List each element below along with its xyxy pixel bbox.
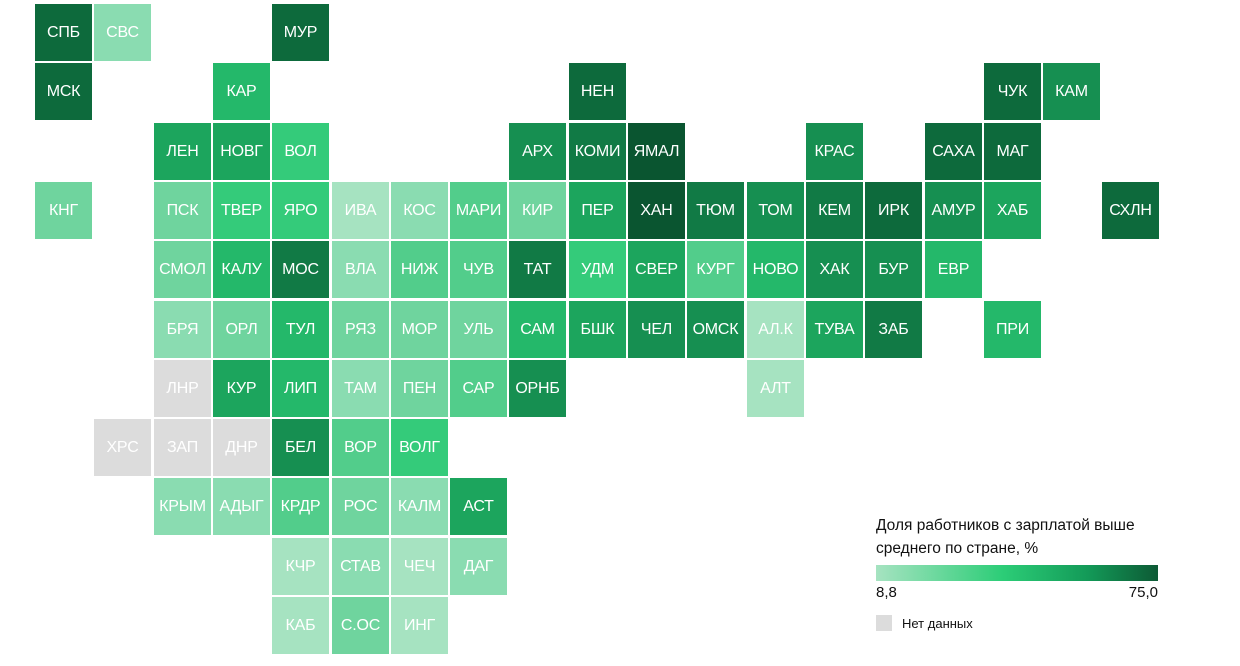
region-tile: КРЫМ xyxy=(154,478,211,535)
region-tile: БШК xyxy=(569,301,626,358)
legend-min-label: 8,8 xyxy=(876,584,897,601)
region-tile: КИР xyxy=(509,182,566,239)
region-tile: ПЕР xyxy=(569,182,626,239)
region-tile: РОС xyxy=(332,478,389,535)
region-tile: СТАВ xyxy=(332,538,389,595)
legend: Доля работников с зарплатой выше среднег… xyxy=(876,514,1176,631)
region-tile: АЛ.К xyxy=(747,301,804,358)
region-tile: ТОМ xyxy=(747,182,804,239)
region-tile: АМУР xyxy=(925,182,982,239)
region-tile: ЗАБ xyxy=(865,301,922,358)
region-tile: КАМ xyxy=(1043,63,1100,120)
region-tile: НОВО xyxy=(747,241,804,298)
region-tile: ТЮМ xyxy=(687,182,744,239)
region-tile: ЯРО xyxy=(272,182,329,239)
region-tile: СПБ xyxy=(35,4,92,61)
legend-nodata: Нет данных xyxy=(876,615,1176,631)
region-tile: КРАС xyxy=(806,123,863,180)
region-tile: ТВЕР xyxy=(213,182,270,239)
region-tile: ДНР xyxy=(213,419,270,476)
region-tile: СХЛН xyxy=(1102,182,1159,239)
region-tile: ПЕН xyxy=(391,360,448,417)
legend-gradient-bar xyxy=(876,565,1158,581)
region-tile: ЯМАЛ xyxy=(628,123,685,180)
region-tile: КУР xyxy=(213,360,270,417)
region-tile: КРДР xyxy=(272,478,329,535)
region-tile: НИЖ xyxy=(391,241,448,298)
region-tile: ПРИ xyxy=(984,301,1041,358)
region-tile: САР xyxy=(450,360,507,417)
region-tile: ЛИП xyxy=(272,360,329,417)
region-tile: ВОЛГ xyxy=(391,419,448,476)
region-tile: КНГ xyxy=(35,182,92,239)
region-tile: БРЯ xyxy=(154,301,211,358)
region-tile: УЛЬ xyxy=(450,301,507,358)
region-tile: АСТ xyxy=(450,478,507,535)
region-tile: КЕМ xyxy=(806,182,863,239)
region-tile: МСК xyxy=(35,63,92,120)
region-tile: ХАК xyxy=(806,241,863,298)
region-tile: МАРИ xyxy=(450,182,507,239)
region-tile: ДАГ xyxy=(450,538,507,595)
region-tile: СВЕР xyxy=(628,241,685,298)
region-tile: ХАН xyxy=(628,182,685,239)
region-tile: КОС xyxy=(391,182,448,239)
region-tile: ВОЛ xyxy=(272,123,329,180)
region-tile: СВС xyxy=(94,4,151,61)
region-tile: АДЫГ xyxy=(213,478,270,535)
region-tile: ИРК xyxy=(865,182,922,239)
region-tile: ЗАП xyxy=(154,419,211,476)
region-tile: ЧУК xyxy=(984,63,1041,120)
region-tile: БУР xyxy=(865,241,922,298)
region-tile: ВОР xyxy=(332,419,389,476)
region-tile: НОВГ xyxy=(213,123,270,180)
region-tile: СМОЛ xyxy=(154,241,211,298)
region-tile: ОРНБ xyxy=(509,360,566,417)
region-tile: БЕЛ xyxy=(272,419,329,476)
region-tile: ПСК xyxy=(154,182,211,239)
region-tile: КАЛУ xyxy=(213,241,270,298)
region-tile: ЧУВ xyxy=(450,241,507,298)
legend-max-label: 75,0 xyxy=(1128,584,1158,601)
region-tile: ОМСК xyxy=(687,301,744,358)
region-tile: НЕН xyxy=(569,63,626,120)
region-tile: ЧЕЧ xyxy=(391,538,448,595)
region-tile: ТАТ xyxy=(509,241,566,298)
region-tile: ТАМ xyxy=(332,360,389,417)
region-tile: МОР xyxy=(391,301,448,358)
region-tile: ЕВР xyxy=(925,241,982,298)
region-tile: САХА xyxy=(925,123,982,180)
region-tile: ЛЕН xyxy=(154,123,211,180)
region-tile: С.ОС xyxy=(332,597,389,654)
region-tile: КУРГ xyxy=(687,241,744,298)
legend-title: Доля работников с зарплатой выше среднег… xyxy=(876,517,1135,557)
region-tile: МУР xyxy=(272,4,329,61)
region-tile: КЧР xyxy=(272,538,329,595)
region-tile: САМ xyxy=(509,301,566,358)
region-tile: МОС xyxy=(272,241,329,298)
nodata-swatch xyxy=(876,615,892,631)
region-tile: КАЛМ xyxy=(391,478,448,535)
region-tile: УДМ xyxy=(569,241,626,298)
region-tile: ТУЛ xyxy=(272,301,329,358)
legend-scale-labels: 8,8 75,0 xyxy=(876,584,1158,601)
region-tile: КАР xyxy=(213,63,270,120)
region-tile: ТУВА xyxy=(806,301,863,358)
region-tile: ОРЛ xyxy=(213,301,270,358)
region-tile: РЯЗ xyxy=(332,301,389,358)
region-tile: КОМИ xyxy=(569,123,626,180)
region-tile: ЛНР xyxy=(154,360,211,417)
region-tile: МАГ xyxy=(984,123,1041,180)
region-tile: ИВА xyxy=(332,182,389,239)
region-tile: ХАБ xyxy=(984,182,1041,239)
region-tile: АРХ xyxy=(509,123,566,180)
region-tile: ВЛА xyxy=(332,241,389,298)
region-tile: ИНГ xyxy=(391,597,448,654)
region-tile: ХРС xyxy=(94,419,151,476)
region-tile: ЧЕЛ xyxy=(628,301,685,358)
region-tile: КАБ xyxy=(272,597,329,654)
nodata-label: Нет данных xyxy=(902,615,973,631)
region-tile: АЛТ xyxy=(747,360,804,417)
